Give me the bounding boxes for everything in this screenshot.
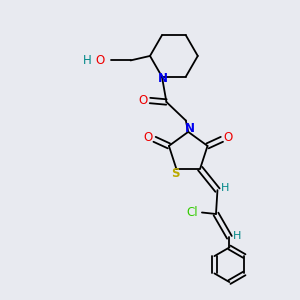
- Text: H: H: [233, 231, 241, 241]
- Text: Cl: Cl: [186, 206, 198, 219]
- Text: O: O: [95, 54, 104, 67]
- Text: H: H: [221, 183, 229, 193]
- Text: N: N: [184, 122, 194, 135]
- Text: S: S: [171, 167, 180, 181]
- Text: H: H: [83, 54, 92, 67]
- Text: O: O: [224, 131, 233, 144]
- Text: N: N: [158, 72, 167, 85]
- Text: O: O: [139, 94, 148, 107]
- Text: O: O: [143, 131, 153, 144]
